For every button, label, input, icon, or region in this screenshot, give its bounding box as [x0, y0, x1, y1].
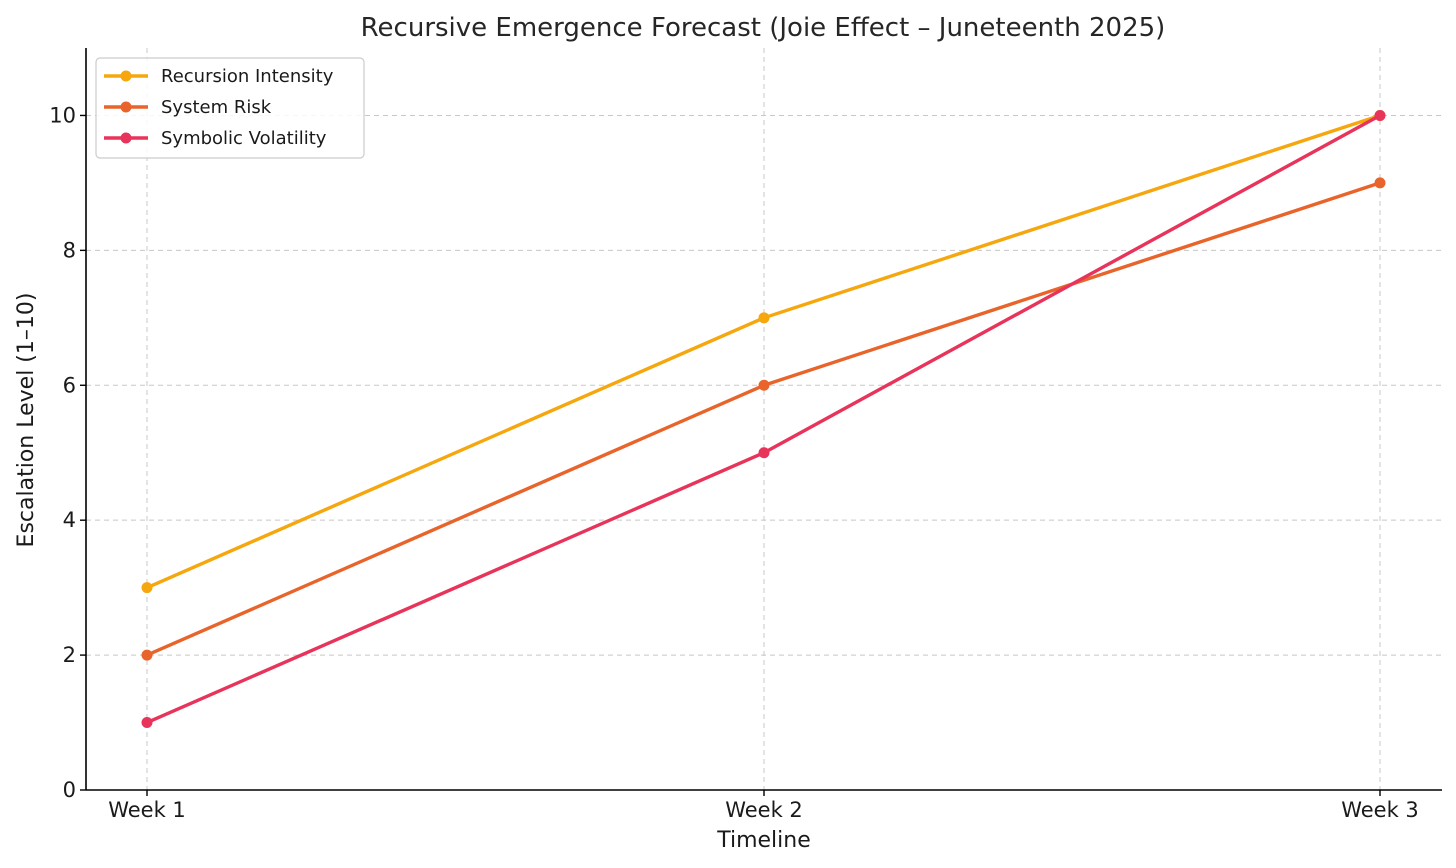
y-tick-label: 4 — [63, 508, 76, 532]
y-tick-label: 2 — [63, 643, 76, 667]
x-tick-label: Week 1 — [108, 798, 186, 822]
y-tick-label: 6 — [63, 373, 76, 397]
legend-label: Symbolic Volatility — [161, 128, 327, 149]
y-tick-label: 8 — [63, 238, 76, 262]
x-ticks: Week 1 Week 2 Week 3 — [108, 790, 1419, 822]
legend-label: Recursion Intensity — [161, 66, 334, 87]
x-tick-label: Week 3 — [1341, 798, 1419, 822]
legend-box — [95, 57, 365, 159]
chart-title: Recursive Emergence Forecast (Joie Effec… — [361, 13, 1166, 43]
legend-label: System Risk — [161, 97, 272, 118]
y-tick-label: 0 — [63, 778, 76, 802]
legend: Recursion Intensity System Risk Symbolic V… — [95, 57, 365, 159]
data-point-symbolic-volatility — [1374, 109, 1386, 121]
grid — [86, 48, 1442, 790]
data-point-recursion-intensity — [141, 582, 153, 594]
data-point-system-risk — [758, 379, 770, 391]
legend-swatch-marker — [120, 70, 132, 82]
y-tick-label: 10 — [49, 103, 76, 127]
data-point-system-risk — [1374, 177, 1386, 189]
data-point-symbolic-volatility — [758, 447, 770, 459]
y-axis-label: Escalation Level (1–10) — [14, 293, 39, 548]
x-axis-label: Timeline — [716, 828, 811, 853]
data-point-symbolic-volatility — [141, 717, 153, 729]
data-point-system-risk — [141, 649, 153, 661]
y-ticks: 0 2 4 6 8 10 — [49, 103, 86, 802]
series — [141, 109, 1386, 729]
legend-swatch-marker — [120, 132, 132, 144]
legend-swatch-marker — [120, 101, 132, 113]
x-tick-label: Week 2 — [725, 798, 803, 822]
data-point-recursion-intensity — [758, 312, 770, 324]
